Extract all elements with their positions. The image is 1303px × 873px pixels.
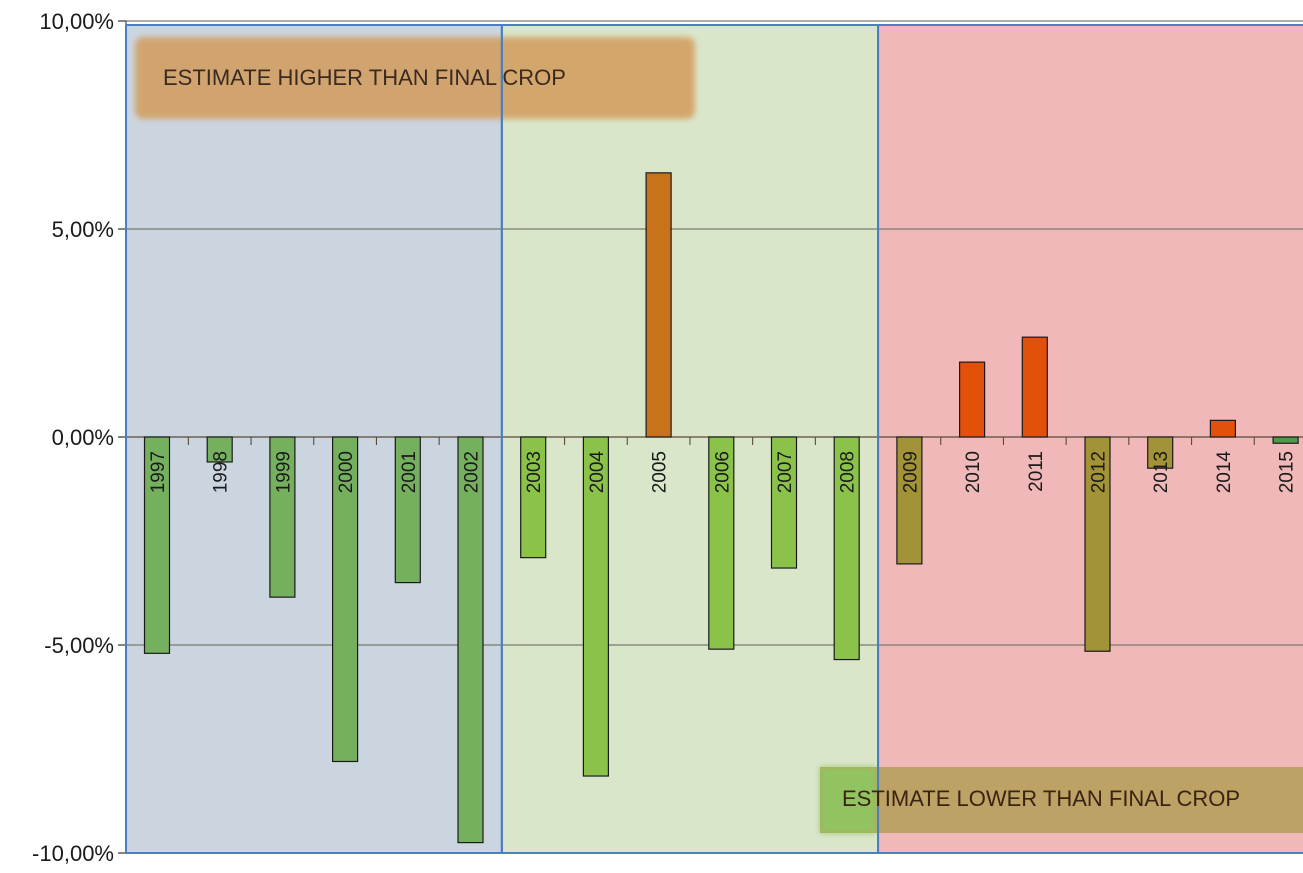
bar-2011[interactable] [1021,336,1048,438]
x-tick-label-2015: 2015 [1277,451,1298,493]
x-tick-label-1998: 1998 [211,451,232,493]
bar-2000[interactable] [332,436,359,763]
annotation-higher-text: ESTIMATE HIGHER THAN FINAL CROP [163,65,566,90]
y-tick-label: 10,00% [39,9,114,34]
x-tick-label-1999: 1999 [273,451,294,493]
x-tick-label-2001: 2001 [399,451,420,493]
x-tick-label-2005: 2005 [650,451,671,493]
bar-2014[interactable] [1209,419,1237,438]
y-tick-label: -5,00% [44,633,114,658]
annotation-lower-box-edge [820,767,876,833]
x-tick-label-2000: 2000 [336,451,357,493]
x-tick-label-2012: 2012 [1089,451,1110,493]
bar-2013[interactable] [1147,436,1174,469]
bar-2008[interactable] [833,436,860,661]
x-tick-label-2007: 2007 [775,451,796,493]
x-tick-label-2009: 2009 [900,451,921,493]
y-tick-label: 5,00% [52,217,114,242]
bar-1997[interactable] [143,436,171,654]
bar-2003[interactable] [520,436,547,559]
x-tick-label-2002: 2002 [462,451,483,493]
bar-2012[interactable] [1084,436,1111,652]
bar-2005[interactable] [645,172,672,438]
annotation-lower-text: ESTIMATE LOWER THAN FINAL CROP [842,786,1240,811]
region-border [877,24,1303,854]
x-tick-label-2004: 2004 [587,451,608,494]
bar-2001[interactable] [394,436,421,584]
x-tick-label-2006: 2006 [712,451,733,493]
bar-2015[interactable] [1272,436,1299,444]
bar-1998[interactable] [206,436,233,463]
x-tick-label-2011: 2011 [1026,451,1047,492]
y-tick-label: -10,00% [32,841,114,866]
bar-2009[interactable] [896,436,923,565]
x-tick-label-2010: 2010 [963,451,984,493]
x-tick-label-2003: 2003 [524,451,545,493]
bar-2007[interactable] [770,436,798,569]
x-tick-label-2013: 2013 [1151,451,1172,493]
bar-2010[interactable] [958,361,986,438]
x-tick-label-2014: 2014 [1214,451,1235,494]
bar-1999[interactable] [269,436,296,598]
annotation-higher-box [135,37,695,119]
y-tick-label: 0,00% [52,425,114,450]
bar-2006[interactable] [708,436,735,650]
bar-2004[interactable] [582,436,610,777]
bar-2002[interactable] [457,436,484,844]
x-tick-label-2008: 2008 [838,451,859,493]
annotation-lower-box [820,767,1303,833]
x-tick-label-1997: 1997 [148,451,169,493]
